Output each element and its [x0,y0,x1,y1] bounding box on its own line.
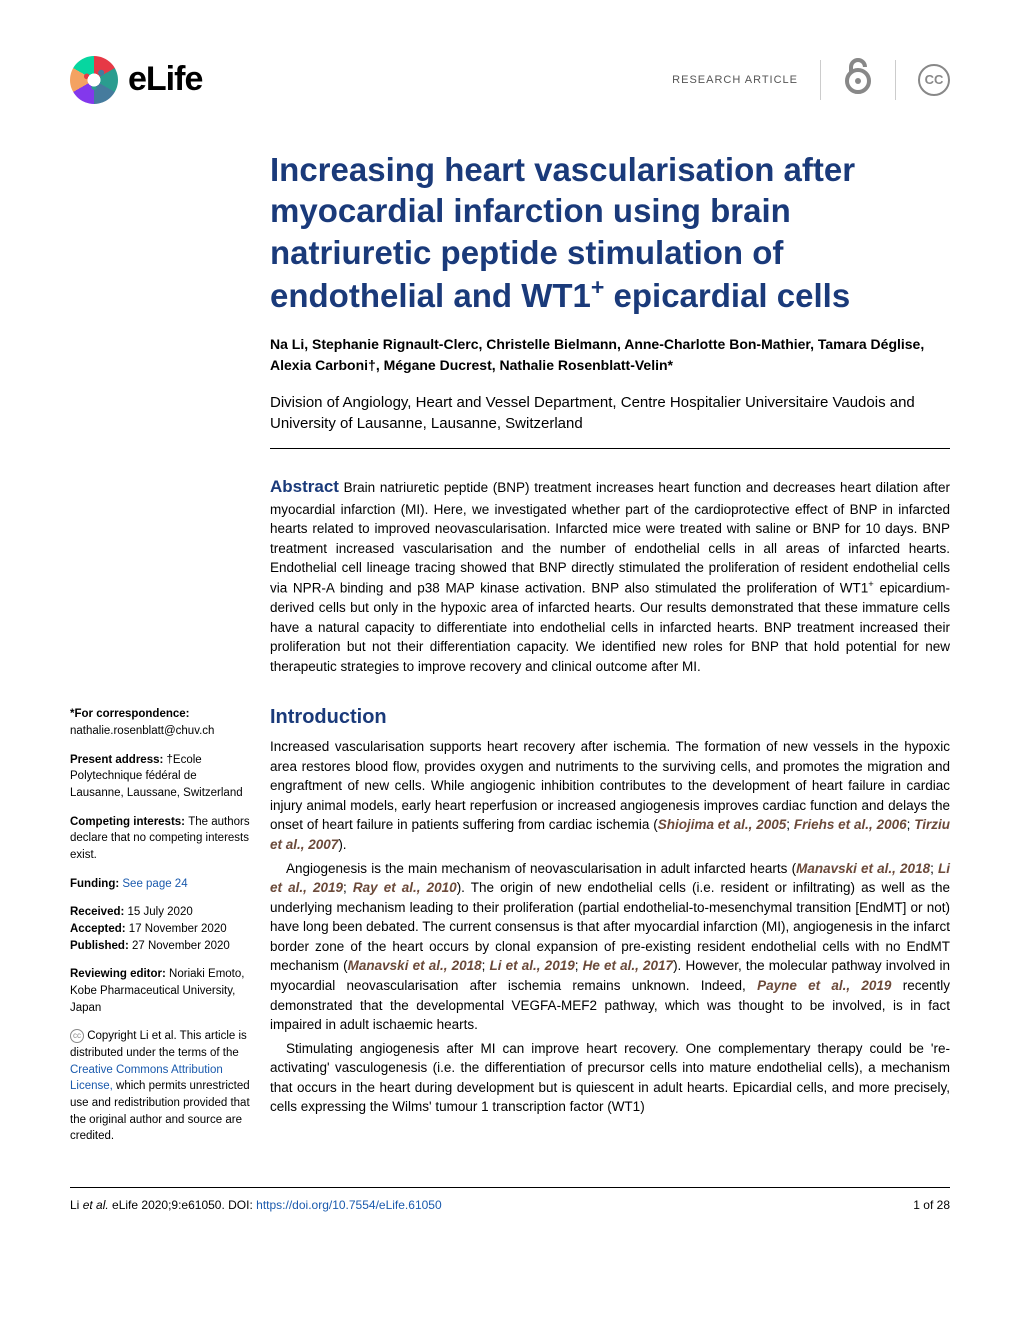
citation[interactable]: Li et al., 2019 [490,958,575,973]
citation[interactable]: Friehs et al., 2006 [794,817,907,832]
citation[interactable]: Ray et al., 2010 [353,880,457,895]
present-address: Present address: †Ecole Polytechnique fé… [70,752,250,802]
correspondence: *For correspondence:nathalie.rosenblatt@… [70,706,250,739]
citation[interactable]: Manavski et al., 2018 [796,861,930,876]
divider [895,60,896,100]
two-column-layout: *For correspondence:nathalie.rosenblatt@… [70,706,950,1157]
reviewing-editor: Reviewing editor: Noriaki Emoto, Kobe Ph… [70,966,250,1016]
intro-p2: Angiogenesis is the main mechanism of ne… [270,859,950,1035]
author-list: Na Li, Stephanie Rignault-Clerc, Christe… [270,334,950,376]
page-number: 1 of 28 [913,1198,950,1212]
funding: Funding: See page 24 [70,876,250,893]
journal-logo: eLife [70,56,202,104]
intro-p1: Increased vascularisation supports heart… [270,737,950,854]
abstract: Abstract Brain natriuretic peptide (BNP)… [270,475,950,676]
competing-interests: Competing interests: The authors declare… [70,814,250,864]
affiliation: Division of Angiology, Heart and Vessel … [270,392,950,434]
divider [820,60,821,100]
funding-link[interactable]: See page 24 [122,878,187,890]
page-header: eLife RESEARCH ARTICLE CC [70,55,950,104]
section-heading-intro: Introduction [270,706,950,729]
article-type-label: RESEARCH ARTICLE [672,74,798,86]
intro-p3: Stimulating angiogenesis after MI can im… [270,1039,950,1117]
footer-citation: Li et al. eLife 2020;9:e61050. DOI: http… [70,1198,442,1212]
cc-small-icon: cc [70,1029,84,1043]
article-title: Increasing heart vascularisation after m… [270,149,950,316]
copyright: cc Copyright Li et al. This article is d… [70,1028,250,1145]
doi-link[interactable]: https://doi.org/10.7554/eLife.61050 [256,1198,441,1212]
divider [270,448,950,449]
page-footer: Li et al. eLife 2020;9:e61050. DOI: http… [70,1198,950,1212]
citation[interactable]: Manavski et al., 2018 [348,958,482,973]
sidebar-metadata: *For correspondence:nathalie.rosenblatt@… [70,706,250,1157]
elife-logo-icon [70,56,118,104]
abstract-label: Abstract [270,477,339,496]
journal-name: eLife [128,60,202,99]
cc-license-icon: CC [918,64,950,96]
open-access-icon [843,55,873,104]
citation[interactable]: Shiojima et al., 2005 [658,817,787,832]
dates: Received: 15 July 2020Accepted: 17 Novem… [70,904,250,954]
citation[interactable]: He et al., 2017 [583,958,673,973]
header-right: RESEARCH ARTICLE CC [672,55,950,104]
footer-divider [70,1187,950,1188]
main-content: Introduction Increased vascularisation s… [270,706,950,1157]
citation[interactable]: Payne et al., 2019 [757,978,891,993]
